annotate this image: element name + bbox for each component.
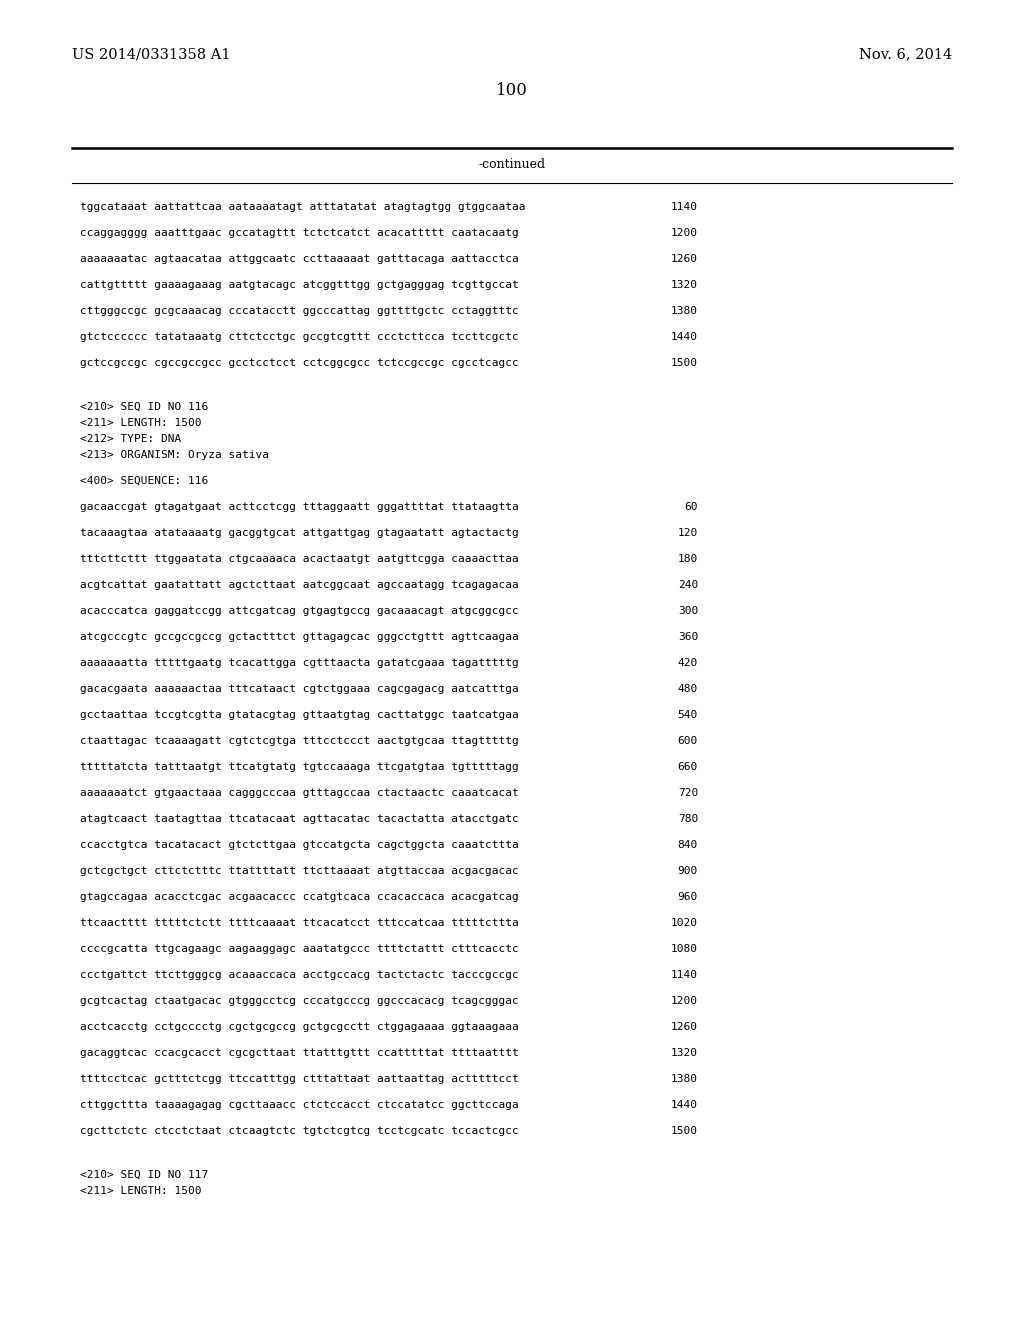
Text: tttcttcttt ttggaatata ctgcaaaaca acactaatgt aatgttcgga caaaacttaa: tttcttcttt ttggaatata ctgcaaaaca acactaa…	[80, 554, 519, 564]
Text: 1500: 1500	[671, 1126, 698, 1137]
Text: 240: 240	[678, 579, 698, 590]
Text: cttgggccgc gcgcaaacag cccatacctt ggcccattag ggttttgctc cctaggtttc: cttgggccgc gcgcaaacag cccatacctt ggcccat…	[80, 306, 519, 315]
Text: gacaggtcac ccacgcacct cgcgcttaat ttatttgttt ccatttttat ttttaatttt: gacaggtcac ccacgcacct cgcgcttaat ttatttg…	[80, 1048, 519, 1059]
Text: -continued: -continued	[478, 158, 546, 172]
Text: 780: 780	[678, 814, 698, 824]
Text: 1380: 1380	[671, 1074, 698, 1084]
Text: gctcgctgct cttctctttc ttattttatt ttcttaaaat atgttaccaa acgacgacac: gctcgctgct cttctctttc ttattttatt ttcttaa…	[80, 866, 519, 876]
Text: tacaaagtaa atataaaatg gacggtgcat attgattgag gtagaatatt agtactactg: tacaaagtaa atataaaatg gacggtgcat attgatt…	[80, 528, 519, 539]
Text: cattgttttt gaaaagaaag aatgtacagc atcggtttgg gctgagggag tcgttgccat: cattgttttt gaaaagaaag aatgtacagc atcggtt…	[80, 280, 519, 290]
Text: gacaaccgat gtagatgaat acttcctcgg tttaggaatt gggattttat ttataagtta: gacaaccgat gtagatgaat acttcctcgg tttagga…	[80, 502, 519, 512]
Text: 840: 840	[678, 840, 698, 850]
Text: 660: 660	[678, 762, 698, 772]
Text: 420: 420	[678, 657, 698, 668]
Text: gacacgaata aaaaaactaa tttcataact cgtctggaaa cagcgagacg aatcatttga: gacacgaata aaaaaactaa tttcataact cgtctgg…	[80, 684, 519, 694]
Text: <400> SEQUENCE: 116: <400> SEQUENCE: 116	[80, 477, 208, 486]
Text: acgtcattat gaatattatt agctcttaat aatcggcaat agccaatagg tcagagacaa: acgtcattat gaatattatt agctcttaat aatcggc…	[80, 579, 519, 590]
Text: 540: 540	[678, 710, 698, 719]
Text: 480: 480	[678, 684, 698, 694]
Text: ccacctgtca tacatacact gtctcttgaa gtccatgcta cagctggcta caaatcttta: ccacctgtca tacatacact gtctcttgaa gtccatg…	[80, 840, 519, 850]
Text: <211> LENGTH: 1500: <211> LENGTH: 1500	[80, 418, 202, 428]
Text: atcgcccgtc gccgccgccg gctactttct gttagagcac gggcctgttt agttcaagaa: atcgcccgtc gccgccgccg gctactttct gttagag…	[80, 632, 519, 642]
Text: acctcacctg cctgcccctg cgctgcgccg gctgcgcctt ctggagaaaa ggtaaagaaa: acctcacctg cctgcccctg cgctgcgccg gctgcgc…	[80, 1022, 519, 1032]
Text: ccctgattct ttcttgggcg acaaaccaca acctgccacg tactctactc tacccgccgc: ccctgattct ttcttgggcg acaaaccaca acctgcc…	[80, 970, 519, 979]
Text: 1140: 1140	[671, 202, 698, 213]
Text: 1020: 1020	[671, 917, 698, 928]
Text: ccaggagggg aaatttgaac gccatagttt tctctcatct acacattttt caatacaatg: ccaggagggg aaatttgaac gccatagttt tctctca…	[80, 228, 519, 238]
Text: <213> ORGANISM: Oryza sativa: <213> ORGANISM: Oryza sativa	[80, 450, 269, 459]
Text: aaaaaaatct gtgaactaaa cagggcccaa gtttagccaa ctactaactc caaatcacat: aaaaaaatct gtgaactaaa cagggcccaa gtttagc…	[80, 788, 519, 799]
Text: 1260: 1260	[671, 253, 698, 264]
Text: 300: 300	[678, 606, 698, 616]
Text: 1440: 1440	[671, 333, 698, 342]
Text: 1260: 1260	[671, 1022, 698, 1032]
Text: <211> LENGTH: 1500: <211> LENGTH: 1500	[80, 1185, 202, 1196]
Text: ttcaactttt tttttctctt ttttcaaaat ttcacatcct tttccatcaa tttttcttta: ttcaactttt tttttctctt ttttcaaaat ttcacat…	[80, 917, 519, 928]
Text: ctaattagac tcaaaagatt cgtctcgtga tttcctccct aactgtgcaa ttagtttttg: ctaattagac tcaaaagatt cgtctcgtga tttcctc…	[80, 737, 519, 746]
Text: 1200: 1200	[671, 228, 698, 238]
Text: 1500: 1500	[671, 358, 698, 368]
Text: ccccgcatta ttgcagaagc aagaaggagc aaatatgccc ttttctattt ctttcacctc: ccccgcatta ttgcagaagc aagaaggagc aaatatg…	[80, 944, 519, 954]
Text: gtctcccccc tatataaatg cttctcctgc gccgtcgttt ccctcttcca tccttcgctc: gtctcccccc tatataaatg cttctcctgc gccgtcg…	[80, 333, 519, 342]
Text: cgcttctctc ctcctctaat ctcaagtctc tgtctcgtcg tcctcgcatc tccactcgcc: cgcttctctc ctcctctaat ctcaagtctc tgtctcg…	[80, 1126, 519, 1137]
Text: 720: 720	[678, 788, 698, 799]
Text: gcctaattaa tccgtcgtta gtatacgtag gttaatgtag cacttatggc taatcatgaa: gcctaattaa tccgtcgtta gtatacgtag gttaatg…	[80, 710, 519, 719]
Text: 1200: 1200	[671, 997, 698, 1006]
Text: cttggcttta taaaagagag cgcttaaacc ctctccacct ctccatatcc ggcttccaga: cttggcttta taaaagagag cgcttaaacc ctctcca…	[80, 1100, 519, 1110]
Text: Nov. 6, 2014: Nov. 6, 2014	[859, 48, 952, 61]
Text: 960: 960	[678, 892, 698, 902]
Text: 900: 900	[678, 866, 698, 876]
Text: <210> SEQ ID NO 117: <210> SEQ ID NO 117	[80, 1170, 208, 1180]
Text: acacccatca gaggatccgg attcgatcag gtgagtgccg gacaaacagt atgcggcgcc: acacccatca gaggatccgg attcgatcag gtgagtg…	[80, 606, 519, 616]
Text: 60: 60	[684, 502, 698, 512]
Text: atagtcaact taatagttaa ttcatacaat agttacatac tacactatta atacctgatc: atagtcaact taatagttaa ttcatacaat agttaca…	[80, 814, 519, 824]
Text: <212> TYPE: DNA: <212> TYPE: DNA	[80, 434, 181, 444]
Text: 1380: 1380	[671, 306, 698, 315]
Text: US 2014/0331358 A1: US 2014/0331358 A1	[72, 48, 230, 61]
Text: aaaaaaatac agtaacataa attggcaatc ccttaaaaat gatttacaga aattacctca: aaaaaaatac agtaacataa attggcaatc ccttaaa…	[80, 253, 519, 264]
Text: 1320: 1320	[671, 1048, 698, 1059]
Text: tggcataaat aattattcaa aataaaatagt atttatatat atagtagtgg gtggcaataa: tggcataaat aattattcaa aataaaatagt atttat…	[80, 202, 525, 213]
Text: 360: 360	[678, 632, 698, 642]
Text: gcgtcactag ctaatgacac gtgggcctcg cccatgcccg ggcccacacg tcagcgggac: gcgtcactag ctaatgacac gtgggcctcg cccatgc…	[80, 997, 519, 1006]
Text: 120: 120	[678, 528, 698, 539]
Text: 1080: 1080	[671, 944, 698, 954]
Text: 1140: 1140	[671, 970, 698, 979]
Text: 180: 180	[678, 554, 698, 564]
Text: gctccgccgc cgccgccgcc gcctcctcct cctcggcgcc tctccgccgc cgcctcagcc: gctccgccgc cgccgccgcc gcctcctcct cctcggc…	[80, 358, 519, 368]
Text: 100: 100	[496, 82, 528, 99]
Text: gtagccagaa acacctcgac acgaacaccc ccatgtcaca ccacaccaca acacgatcag: gtagccagaa acacctcgac acgaacaccc ccatgtc…	[80, 892, 519, 902]
Text: 1440: 1440	[671, 1100, 698, 1110]
Text: 1320: 1320	[671, 280, 698, 290]
Text: aaaaaaatta tttttgaatg tcacattgga cgtttaacta gatatcgaaa tagatttttg: aaaaaaatta tttttgaatg tcacattgga cgtttaa…	[80, 657, 519, 668]
Text: <210> SEQ ID NO 116: <210> SEQ ID NO 116	[80, 403, 208, 412]
Text: 600: 600	[678, 737, 698, 746]
Text: tttttatcta tatttaatgt ttcatgtatg tgtccaaaga ttcgatgtaa tgtttttagg: tttttatcta tatttaatgt ttcatgtatg tgtccaa…	[80, 762, 519, 772]
Text: ttttcctcac gctttctcgg ttccatttgg ctttattaat aattaattag actttttcct: ttttcctcac gctttctcgg ttccatttgg ctttatt…	[80, 1074, 519, 1084]
